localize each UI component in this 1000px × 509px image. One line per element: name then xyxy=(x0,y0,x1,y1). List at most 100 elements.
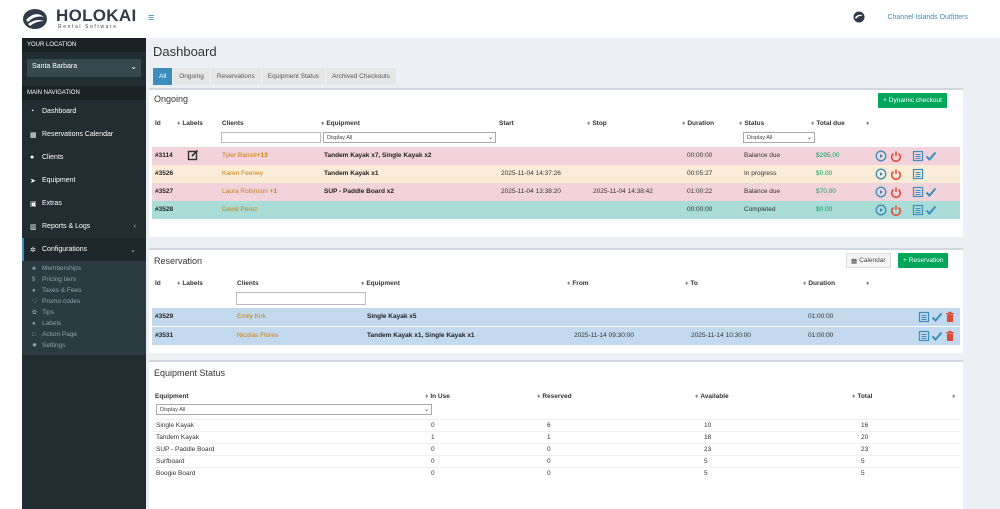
power-stop-icon[interactable] xyxy=(890,204,902,216)
col-header-from[interactable]: ♦ From xyxy=(567,280,589,287)
col-header-duration[interactable]: ♦ Duration xyxy=(803,280,835,287)
table-row[interactable]: #3531 Nicolas Flores Tandem Kayak x1, Si… xyxy=(152,327,960,345)
table-row[interactable]: #3526 Karen Feeney Tandem Kayak x1 2025-… xyxy=(152,165,960,183)
col-header-reserved[interactable]: ♦ Reserved xyxy=(537,393,572,400)
submenu-item-promo-codes[interactable]: ♡ Promo codes xyxy=(22,296,146,307)
client-link[interactable]: Karen Feeney xyxy=(222,170,263,177)
clients-filter-input[interactable] xyxy=(221,132,321,143)
play-circle-icon[interactable] xyxy=(875,168,887,180)
col-header-id[interactable]: Id xyxy=(155,120,161,127)
col-header-actions[interactable]: ♦ xyxy=(952,393,957,400)
col-header-to[interactable]: ♦ To xyxy=(685,280,698,287)
col-header-start[interactable]: Start xyxy=(499,120,514,127)
tab-archived-checkouts[interactable]: Archived Checkouts xyxy=(326,68,396,85)
checkmark-icon[interactable] xyxy=(925,150,937,162)
location-select[interactable]: Santa Barbara ⌄ xyxy=(27,59,141,77)
col-header-available[interactable]: ♦ Available xyxy=(695,393,729,400)
col-header-equipment[interactable]: Equipment xyxy=(155,393,189,400)
sidebar-item-reports[interactable]: ▥ Reports & Logs ‹ xyxy=(22,215,146,238)
checkmark-icon[interactable] xyxy=(925,204,937,216)
sidebar-item-dashboard[interactable]: ◔ Dashboard xyxy=(22,100,146,123)
client-link[interactable]: Nicolas Flores xyxy=(237,332,279,339)
invoice-icon[interactable] xyxy=(912,186,924,198)
sidebar-item-reservations-calendar[interactable]: ▦ Reservations Calendar xyxy=(22,123,146,146)
submenu-item-pricing-tiers[interactable]: $ Pricing tiers xyxy=(22,274,146,285)
submenu-item-settings[interactable]: ✹ Settings xyxy=(22,340,146,351)
trash-icon[interactable] xyxy=(944,311,956,323)
submenu-item-memberships[interactable]: ♣ Memberships xyxy=(22,263,146,274)
checkmark-icon[interactable] xyxy=(931,330,943,342)
table-row[interactable]: #3528 David Perez 00:00:00 Completed $0.… xyxy=(152,201,960,219)
row-id[interactable]: #3526 xyxy=(155,170,174,177)
sidebar-item-configurations[interactable]: ✲ Configurations ⌄ xyxy=(22,238,146,261)
col-header-status[interactable]: ♦ Status xyxy=(739,120,764,127)
col-header-total-due[interactable]: ♦ Total due xyxy=(811,120,845,127)
invoice-icon[interactable] xyxy=(912,168,924,180)
tab-reservations[interactable]: Reservations xyxy=(210,68,261,85)
sidebar-item-equipment[interactable]: ➤ Equipment xyxy=(22,169,146,192)
sidebar-item-clients[interactable]: ● Clients xyxy=(22,146,146,169)
play-circle-icon[interactable] xyxy=(875,204,887,216)
calendar-button[interactable]: ▦ Calendar xyxy=(846,253,891,268)
status-filter-select[interactable]: Display All ⌄ xyxy=(743,132,815,143)
invoice-icon[interactable] xyxy=(912,150,924,162)
table-row[interactable]: #3114 Tyler Barrell+13 Tandem Kayak x7, … xyxy=(152,147,960,165)
row-id[interactable]: #3528 xyxy=(155,206,174,213)
reservation-clients-filter-input[interactable] xyxy=(236,292,366,305)
col-header-labels[interactable]: ♦ Labels xyxy=(177,280,203,287)
col-header-total[interactable]: ♦ Total xyxy=(852,393,872,400)
submenu-item-taxes-fees[interactable]: ● Taxes & Fees xyxy=(22,285,146,296)
checkmark-icon[interactable] xyxy=(931,311,943,323)
total-count: 20 xyxy=(861,434,869,441)
play-circle-icon[interactable] xyxy=(875,150,887,162)
equipment-filter-select[interactable]: Display All ⌄ xyxy=(323,132,496,143)
company-logo-icon[interactable] xyxy=(853,11,865,23)
client-link[interactable]: Emily Kirk xyxy=(237,313,266,320)
company-name[interactable]: Channel Islands Outfitters xyxy=(887,14,968,21)
submenu-item-labels[interactable]: ● Labels xyxy=(22,318,146,329)
col-header-clients[interactable]: Clients xyxy=(222,120,244,127)
col-header-equipment[interactable]: ♦ Equipment xyxy=(321,120,360,127)
power-stop-icon[interactable] xyxy=(890,168,902,180)
col-header-duration[interactable]: ♦ Duration xyxy=(682,120,714,127)
col-header-labels[interactable]: ♦ Labels xyxy=(177,120,203,127)
row-id[interactable]: #3527 xyxy=(155,188,174,195)
edit-label-icon[interactable] xyxy=(187,149,199,161)
col-header-stop[interactable]: ♦ Stop xyxy=(587,120,607,127)
col-header-label: Total xyxy=(857,393,873,400)
power-stop-icon[interactable] xyxy=(890,186,902,198)
play-circle-icon[interactable] xyxy=(875,186,887,198)
row-id[interactable]: #3529 xyxy=(155,313,174,320)
client-link[interactable]: David Perez xyxy=(222,206,257,213)
invoice-icon[interactable] xyxy=(918,311,930,323)
tab-ongoing[interactable]: Ongoing xyxy=(173,68,210,85)
submenu-item-tips[interactable]: ✿ Tips xyxy=(22,307,146,318)
col-header-in-use[interactable]: ♦ In Use xyxy=(425,393,450,400)
invoice-icon[interactable] xyxy=(918,330,930,342)
table-row[interactable]: #3527 Laura Robinson +1 SUP - Paddle Boa… xyxy=(152,183,960,201)
equipment-status-filter-select[interactable]: Display All ⌄ xyxy=(156,404,432,415)
dynamic-checkout-button[interactable]: + Dynamic checkout xyxy=(878,93,947,108)
tab-all[interactable]: All xyxy=(153,68,173,85)
client-link[interactable]: Tyler Barrell+13 xyxy=(222,152,268,159)
invoice-icon[interactable] xyxy=(912,204,924,216)
col-header-id[interactable]: Id xyxy=(155,280,161,287)
col-header-actions[interactable]: ♦ xyxy=(866,120,871,127)
submenu-item-action-page[interactable]: □ Action Page xyxy=(22,329,146,340)
power-stop-icon[interactable] xyxy=(890,150,902,162)
sidebar-item-extras[interactable]: ▣ Extras xyxy=(22,192,146,215)
client-link[interactable]: Laura Robinson +1 xyxy=(222,188,277,195)
col-header-clients[interactable]: Clients xyxy=(237,280,259,287)
membership-icon: ♣ xyxy=(32,265,36,272)
row-id[interactable]: #3531 xyxy=(155,332,174,339)
add-reservation-button[interactable]: + Reservation xyxy=(898,253,949,268)
tab-equipment-status[interactable]: Equipment Status xyxy=(261,68,326,85)
table-row[interactable]: #3529 Emily Kirk Single Kayak x5 01:00:0… xyxy=(152,308,960,326)
logo[interactable]: HOLOKAI Rental Software xyxy=(22,6,140,32)
checkmark-icon[interactable] xyxy=(925,186,937,198)
col-header-actions[interactable]: ♦ xyxy=(866,280,871,287)
col-header-equipment[interactable]: ♦ Equipment xyxy=(361,280,400,287)
trash-icon[interactable] xyxy=(944,330,956,342)
row-id[interactable]: #3114 xyxy=(155,152,173,159)
menu-toggle-icon[interactable]: ≡ xyxy=(148,12,155,24)
